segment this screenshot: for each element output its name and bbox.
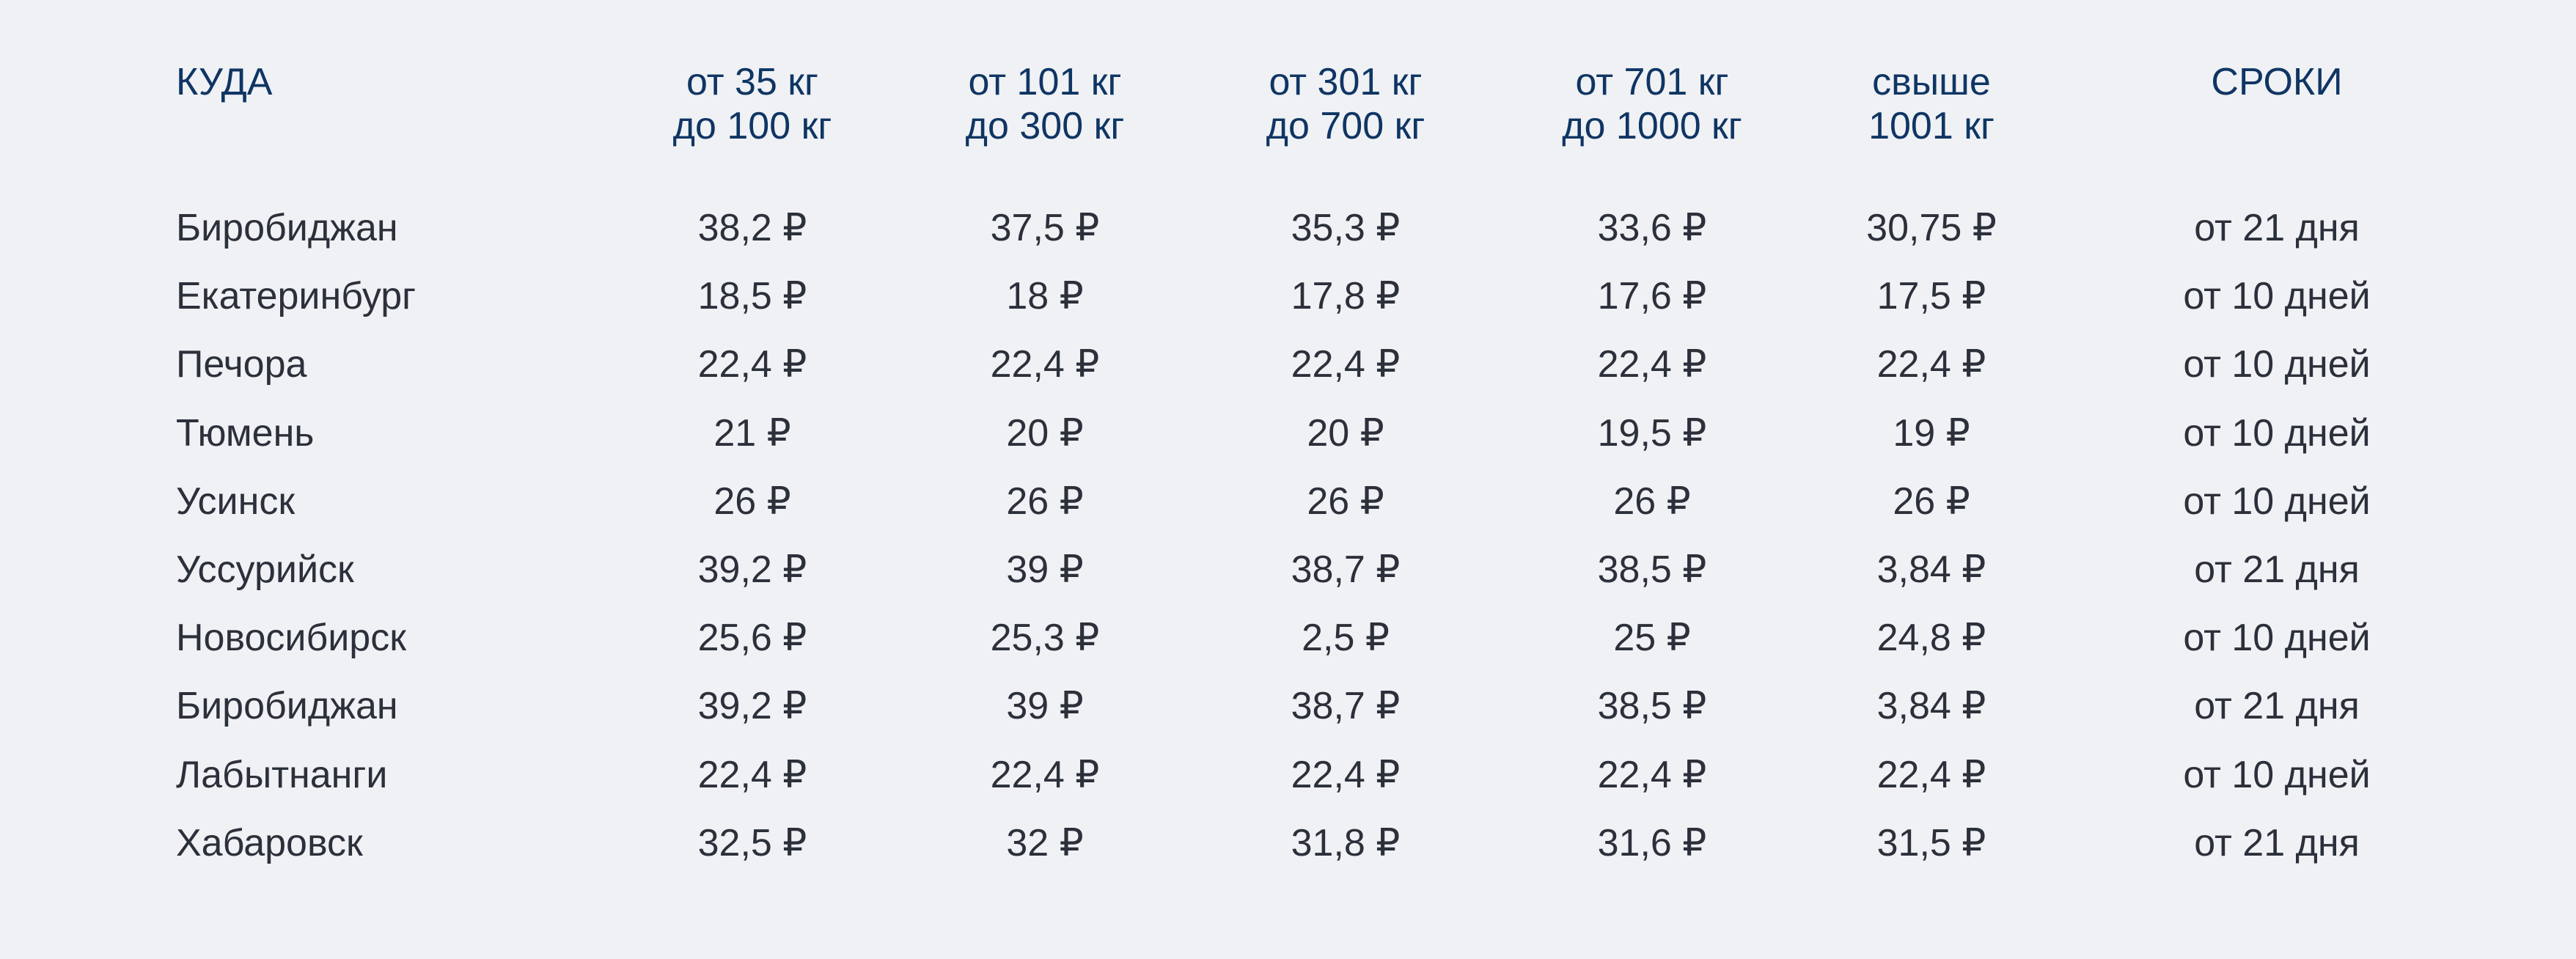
price-cell: 22,4 ₽ bbox=[1876, 753, 1986, 796]
price-cell: 37,5 ₽ bbox=[990, 207, 1100, 249]
header-cell: до 100 кг bbox=[672, 105, 832, 147]
price-cell: 39,2 ₽ bbox=[697, 685, 807, 728]
city-cell: Уссурийск bbox=[176, 548, 354, 591]
price-cell: 22,4 ₽ bbox=[1876, 343, 1986, 386]
price-cell: 18,5 ₽ bbox=[697, 275, 807, 318]
price-cell: 22,4 ₽ bbox=[1291, 753, 1401, 796]
term-cell: от 10 дней bbox=[2183, 617, 2371, 660]
price-cell: 25,6 ₽ bbox=[697, 617, 807, 660]
price-cell: 38,5 ₽ bbox=[1597, 548, 1707, 591]
term-cell: от 10 дней bbox=[2183, 275, 2371, 318]
price-cell: 32 ₽ bbox=[1006, 821, 1084, 864]
term-cell: от 21 дня bbox=[2194, 548, 2360, 591]
price-cell: 31,6 ₽ bbox=[1597, 821, 1707, 864]
term-cell: от 10 дней bbox=[2183, 753, 2371, 796]
price-cell: 32,5 ₽ bbox=[697, 821, 807, 864]
city-cell: Усинск bbox=[176, 479, 296, 523]
price-cell: 22,4 ₽ bbox=[1291, 343, 1401, 386]
price-cell: 33,6 ₽ bbox=[1597, 207, 1707, 249]
price-cell: 26 ₽ bbox=[1307, 479, 1384, 523]
city-cell: Печора bbox=[176, 343, 307, 386]
price-cell: 38,7 ₽ bbox=[1291, 685, 1401, 728]
price-cell: 17,6 ₽ bbox=[1597, 275, 1707, 318]
price-cell: 19 ₽ bbox=[1893, 411, 1970, 455]
city-cell: Хабаровск bbox=[176, 821, 363, 864]
header-cell: до 300 кг bbox=[965, 105, 1125, 147]
header-cell: до 1000 кг bbox=[1562, 105, 1742, 147]
header-cell: КУДА bbox=[176, 61, 273, 103]
city-cell: Екатеринбург bbox=[176, 275, 417, 318]
term-cell: от 21 дня bbox=[2194, 821, 2360, 864]
city-cell: Лабытнанги bbox=[176, 753, 388, 796]
price-cell: 22,4 ₽ bbox=[697, 753, 807, 796]
price-cell: 22,4 ₽ bbox=[1597, 343, 1707, 386]
price-cell: 22,4 ₽ bbox=[990, 753, 1100, 796]
price-cell: 30,75 ₽ bbox=[1866, 207, 1997, 249]
city-cell: Биробиджан bbox=[176, 685, 398, 728]
city-cell: Новосибирск bbox=[176, 617, 406, 660]
header-cell: 1001 кг bbox=[1868, 105, 1995, 147]
price-cell: 22,4 ₽ bbox=[697, 343, 807, 386]
price-cell: 3,84 ₽ bbox=[1876, 548, 1986, 591]
city-cell: Биробиджан bbox=[176, 207, 398, 249]
term-cell: от 10 дней bbox=[2183, 343, 2371, 386]
price-cell: 24,8 ₽ bbox=[1876, 617, 1986, 660]
price-cell: 38,7 ₽ bbox=[1291, 548, 1401, 591]
header-cell: свыше bbox=[1872, 61, 1991, 103]
price-cell: 17,5 ₽ bbox=[1876, 275, 1986, 318]
term-cell: от 21 дня bbox=[2194, 685, 2360, 728]
price-cell: 2,5 ₽ bbox=[1302, 617, 1390, 660]
price-cell: 39,2 ₽ bbox=[697, 548, 807, 591]
price-cell: 26 ₽ bbox=[713, 479, 791, 523]
price-cell: 25 ₽ bbox=[1613, 617, 1691, 660]
price-cell: 22,4 ₽ bbox=[1597, 753, 1707, 796]
price-cell: 17,8 ₽ bbox=[1291, 275, 1401, 318]
price-cell: 26 ₽ bbox=[1893, 479, 1970, 523]
price-cell: 25,3 ₽ bbox=[990, 617, 1100, 660]
header-cell: от 701 кг bbox=[1575, 61, 1729, 103]
term-cell: от 10 дней bbox=[2183, 479, 2371, 523]
price-cell: 22,4 ₽ bbox=[990, 343, 1100, 386]
term-cell: от 21 дня bbox=[2194, 207, 2360, 249]
price-cell: 31,5 ₽ bbox=[1876, 821, 1986, 864]
price-cell: 20 ₽ bbox=[1307, 411, 1384, 455]
price-cell: 38,5 ₽ bbox=[1597, 685, 1707, 728]
price-cell: 31,8 ₽ bbox=[1291, 821, 1401, 864]
header-cell: до 700 кг bbox=[1266, 105, 1425, 147]
city-cell: Тюмень bbox=[176, 411, 315, 455]
price-cell: 39 ₽ bbox=[1006, 685, 1084, 728]
price-cell: 26 ₽ bbox=[1613, 479, 1691, 523]
price-cell: 19,5 ₽ bbox=[1597, 411, 1707, 455]
price-cell: 20 ₽ bbox=[1006, 411, 1084, 455]
term-cell: от 10 дней bbox=[2183, 411, 2371, 455]
price-cell: 39 ₽ bbox=[1006, 548, 1084, 591]
header-cell: от 101 кг bbox=[968, 61, 1122, 103]
price-cell: 3,84 ₽ bbox=[1876, 685, 1986, 728]
price-cell: 26 ₽ bbox=[1006, 479, 1084, 523]
header-cell: СРОКИ bbox=[2211, 61, 2343, 103]
price-cell: 35,3 ₽ bbox=[1291, 207, 1401, 249]
price-cell: 21 ₽ bbox=[713, 411, 791, 455]
header-cell: от 35 кг bbox=[686, 61, 819, 103]
header-cell: от 301 кг bbox=[1269, 61, 1423, 103]
price-cell: 38,2 ₽ bbox=[697, 207, 807, 249]
price-cell: 18 ₽ bbox=[1006, 275, 1084, 318]
